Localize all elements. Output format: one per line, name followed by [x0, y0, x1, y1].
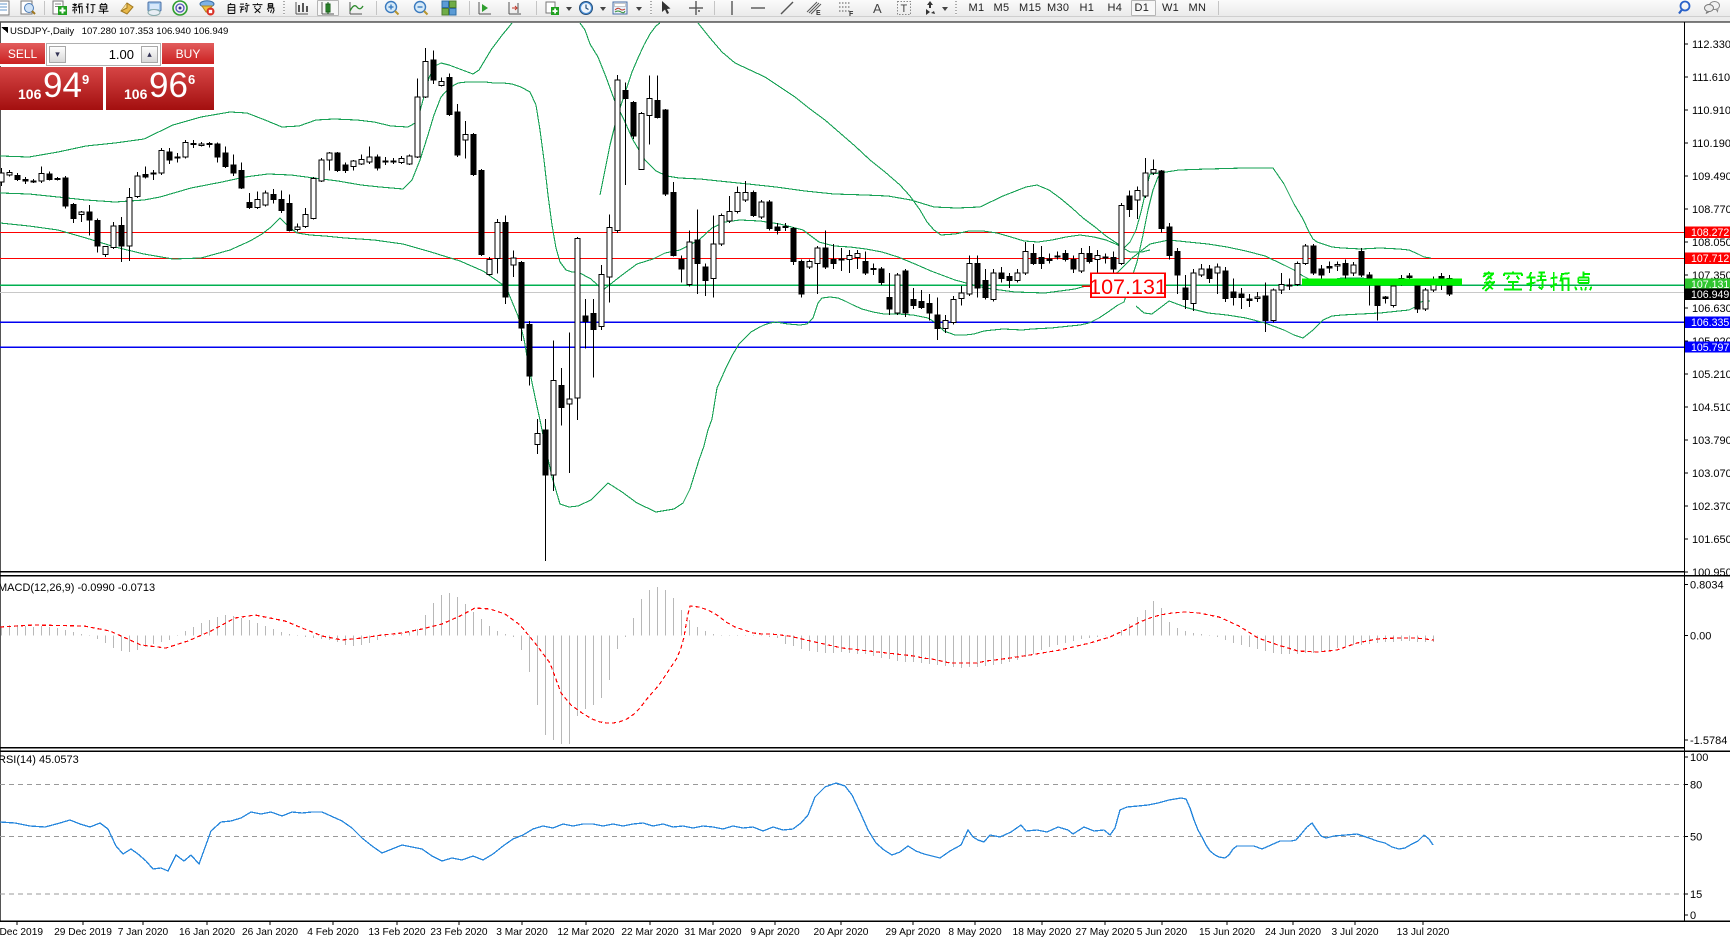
- svg-text:20 Apr 2020: 20 Apr 2020: [814, 927, 869, 938]
- svg-text:106.630: 106.630: [1692, 303, 1730, 315]
- svg-text:107.712: 107.712: [1691, 253, 1729, 265]
- svg-text:26 Jan 2020: 26 Jan 2020: [242, 927, 298, 938]
- svg-text:RSI(14) 45.0573: RSI(14) 45.0573: [0, 754, 79, 766]
- svg-text:112.330: 112.330: [1692, 39, 1730, 51]
- svg-text:108.050: 108.050: [1692, 237, 1730, 249]
- svg-text:15 Jun 2020: 15 Jun 2020: [1199, 927, 1255, 938]
- svg-text:108.770: 108.770: [1692, 204, 1730, 216]
- svg-text:USDJPY-,Daily 107.280 107.353: USDJPY-,Daily 107.280 107.353 106.940 10…: [10, 26, 228, 37]
- svg-text:29 Dec 2019: 29 Dec 2019: [54, 927, 112, 938]
- svg-text:T: T: [901, 3, 908, 15]
- svg-text:102.370: 102.370: [1692, 501, 1730, 513]
- svg-text:8 May 2020: 8 May 2020: [948, 927, 1002, 938]
- svg-text:16 Jan 2020: 16 Jan 2020: [179, 927, 235, 938]
- svg-text:23 Feb 2020: 23 Feb 2020: [430, 927, 488, 938]
- svg-text:12 Mar 2020: 12 Mar 2020: [557, 927, 615, 938]
- svg-text:9 Dec 2019: 9 Dec 2019: [0, 927, 43, 938]
- svg-text:101.650: 101.650: [1692, 534, 1730, 546]
- svg-text:3 Jul 2020: 3 Jul 2020: [1331, 927, 1378, 938]
- svg-text:24 Jun 2020: 24 Jun 2020: [1265, 927, 1321, 938]
- svg-text:31 Mar 2020: 31 Mar 2020: [684, 927, 742, 938]
- svg-text:0: 0: [1690, 910, 1696, 922]
- svg-text:106.949: 106.949: [1691, 289, 1729, 301]
- svg-text:106.335: 106.335: [1691, 317, 1729, 329]
- svg-text:109.490: 109.490: [1692, 171, 1730, 183]
- svg-text:100: 100: [1690, 752, 1708, 764]
- svg-text:5 Jun 2020: 5 Jun 2020: [1137, 927, 1188, 938]
- svg-text:3 Mar 2020: 3 Mar 2020: [496, 927, 548, 938]
- svg-text:27 May 2020: 27 May 2020: [1076, 927, 1135, 938]
- svg-text:A: A: [873, 1, 882, 16]
- svg-text:107.131: 107.131: [1691, 279, 1729, 291]
- svg-text:29 Apr 2020: 29 Apr 2020: [886, 927, 941, 938]
- svg-text:4 Feb 2020: 4 Feb 2020: [307, 927, 359, 938]
- svg-text:105.797: 105.797: [1691, 342, 1729, 354]
- svg-text:110.910: 110.910: [1692, 105, 1730, 117]
- svg-text:111.610: 111.610: [1692, 72, 1730, 84]
- svg-text:18 May 2020: 18 May 2020: [1013, 927, 1072, 938]
- svg-text:-1.5784: -1.5784: [1690, 735, 1727, 747]
- svg-text:E: E: [816, 10, 821, 16]
- svg-text:50: 50: [1690, 832, 1702, 844]
- svg-text:108.272: 108.272: [1691, 227, 1729, 239]
- svg-text:13 Jul 2020: 13 Jul 2020: [1397, 927, 1450, 938]
- svg-text:0.8034: 0.8034: [1690, 580, 1724, 592]
- svg-text:103.070: 103.070: [1692, 468, 1730, 480]
- svg-text:22 Mar 2020: 22 Mar 2020: [621, 927, 679, 938]
- svg-text:0.00: 0.00: [1690, 631, 1711, 643]
- svg-text:80: 80: [1690, 780, 1702, 792]
- svg-text:103.790: 103.790: [1692, 435, 1730, 447]
- svg-text:100.950: 100.950: [1692, 567, 1730, 579]
- svg-text:13 Feb 2020: 13 Feb 2020: [368, 927, 426, 938]
- svg-text:107.131: 107.131: [1089, 275, 1167, 299]
- svg-text:7 Jan 2020: 7 Jan 2020: [118, 927, 169, 938]
- svg-text:MACD(12,26,9) -0.0990 -0.0713: MACD(12,26,9) -0.0990 -0.0713: [0, 582, 155, 594]
- svg-text:105.210: 105.210: [1692, 369, 1730, 381]
- svg-text:15: 15: [1690, 889, 1702, 901]
- svg-text:110.190: 110.190: [1692, 138, 1730, 150]
- svg-text:F: F: [849, 11, 854, 16]
- svg-text:104.510: 104.510: [1692, 402, 1730, 414]
- svg-text:9 Apr 2020: 9 Apr 2020: [750, 927, 800, 938]
